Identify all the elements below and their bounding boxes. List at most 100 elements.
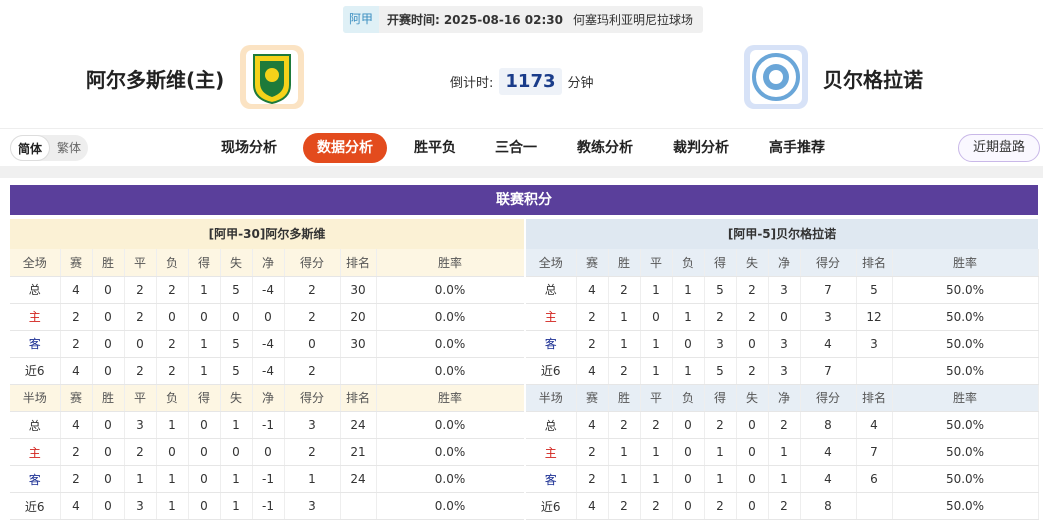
cell: 4 <box>856 411 893 439</box>
header-row: 全场赛胜平负得失净得分 排名 胜率 <box>10 249 525 277</box>
cell: 4 <box>576 411 609 439</box>
header-row: 半场赛胜平负得失净得分 排名 胜率 <box>10 384 525 412</box>
cell: 1 <box>672 276 705 304</box>
header-cell: 胜 <box>92 249 125 277</box>
lang-option[interactable]: 简体 <box>10 135 51 161</box>
nav-tab[interactable]: 数据分析 <box>303 133 387 163</box>
header-cell: 净 <box>252 384 285 412</box>
header-cell: 胜率 <box>892 249 1039 277</box>
cell: 0.0% <box>376 276 525 304</box>
cell: 0.0% <box>376 492 525 520</box>
cell: 1 <box>124 465 157 493</box>
cell: 2 <box>576 303 609 331</box>
header-cell: 排名 <box>340 249 377 277</box>
cell: 1 <box>640 438 673 466</box>
cell: 客 <box>526 330 577 358</box>
data-row: 近6 4 2 1 1 5 2 3 7 50.0% <box>526 357 1039 385</box>
cell: 0 <box>252 438 285 466</box>
standings-table: 半场赛胜平负得失净得分 排名 胜率总 4 2 2 0 2 0 2 8 4 50.0% 主 2 1 1 0 1 0 1 4 7… <box>526 384 1039 520</box>
header-cell: 赛 <box>60 384 93 412</box>
cell: 30 <box>340 276 377 304</box>
cell: 2 <box>704 303 737 331</box>
cell: 4 <box>60 276 93 304</box>
nav-tab[interactable]: 高手推荐 <box>769 140 825 156</box>
cell: 3 <box>768 276 801 304</box>
data-row: 近6 4 0 3 1 0 1 -1 3 0.0% <box>10 492 525 520</box>
cell: 1 <box>640 330 673 358</box>
recent-button[interactable]: 近期盘路 <box>958 134 1041 162</box>
cell: 2 <box>768 492 801 520</box>
header-cell: 全场 <box>526 249 577 277</box>
cell: 50.0% <box>892 357 1039 385</box>
header-cell: 得分 <box>800 384 857 412</box>
data-row: 主 2 0 2 0 0 0 0 2 20 0.0% <box>10 303 525 331</box>
header-cell: 净 <box>252 249 285 277</box>
cell: 0.0% <box>376 357 525 385</box>
cell: 4 <box>800 330 857 358</box>
cell: 1 <box>156 465 189 493</box>
cell: 0 <box>124 330 157 358</box>
cell: 1 <box>608 465 641 493</box>
header-cell: 胜率 <box>376 384 525 412</box>
cell: 0 <box>672 438 705 466</box>
nav-tab[interactable]: 现场分析 <box>221 140 277 156</box>
cell: 4 <box>60 357 93 385</box>
cell: 7 <box>800 357 857 385</box>
cell: 主 <box>526 303 577 331</box>
cell: 0 <box>92 465 125 493</box>
cell: 客 <box>10 330 61 358</box>
cell: 0 <box>92 276 125 304</box>
cell: 1 <box>188 276 221 304</box>
header-cell: 全场 <box>10 249 61 277</box>
divider <box>0 166 1043 178</box>
cell: 1 <box>220 492 253 520</box>
cell: 0 <box>92 357 125 385</box>
countdown-unit: 分钟 <box>567 76 594 91</box>
cell: -4 <box>252 357 285 385</box>
cell: 0 <box>640 303 673 331</box>
countdown-value: 1173 <box>499 68 562 95</box>
cell: 2 <box>576 465 609 493</box>
header-cell: 负 <box>156 249 189 277</box>
cell: 50.0% <box>892 330 1039 358</box>
header-cell: 得分 <box>284 384 341 412</box>
countdown: 倒计时: 1173 分钟 <box>450 68 594 95</box>
data-row: 总 4 0 3 1 0 1 -1 3 24 0.0% <box>10 411 525 439</box>
standings-table: 半场赛胜平负得失净得分 排名 胜率总 4 0 3 1 0 1 -1 3 24 0.0% 主 2 0 2 0 0 0 0 2… <box>10 384 525 520</box>
cell: 0 <box>188 303 221 331</box>
nav-tab[interactable]: 三合一 <box>495 140 537 156</box>
cell: 主 <box>526 438 577 466</box>
header-cell: 负 <box>156 384 189 412</box>
cell: 5 <box>220 276 253 304</box>
cell: 4 <box>800 438 857 466</box>
nav-tab[interactable]: 胜平负 <box>414 140 456 156</box>
cell: 0 <box>188 438 221 466</box>
cell: 5 <box>704 357 737 385</box>
cell: -1 <box>252 492 285 520</box>
cell: 3 <box>800 303 857 331</box>
cell: 2 <box>576 438 609 466</box>
countdown-label: 倒计时: <box>450 76 494 91</box>
cell: 2 <box>704 411 737 439</box>
cell: 5 <box>856 276 893 304</box>
header-cell: 净 <box>768 249 801 277</box>
cell: 3 <box>768 330 801 358</box>
data-row: 客 2 0 1 1 0 1 -1 1 24 0.0% <box>10 465 525 493</box>
cell: 0 <box>188 492 221 520</box>
cell: 24 <box>340 465 377 493</box>
cell: 总 <box>10 276 61 304</box>
cell: 0 <box>736 492 769 520</box>
cell: 0.0% <box>376 411 525 439</box>
cell: -1 <box>252 411 285 439</box>
nav-tab[interactable]: 裁判分析 <box>673 140 729 156</box>
lang-option[interactable]: 繁体 <box>57 141 82 155</box>
data-row: 主 2 1 0 1 2 2 0 3 12 50.0% <box>526 303 1039 331</box>
data-row: 总 4 0 2 2 1 5 -4 2 30 0.0% <box>10 276 525 304</box>
nav-tab[interactable]: 教练分析 <box>577 140 633 156</box>
team-standings: [阿甲-5]贝尔格拉诺 全场赛胜平负得失净得分 排名 胜率总 4 2 1 1 5 2 3 7 5 50.0… <box>524 219 1039 520</box>
cell: 50.0% <box>892 438 1039 466</box>
cell: 0 <box>156 303 189 331</box>
cell: 2 <box>60 330 93 358</box>
cell: 21 <box>340 438 377 466</box>
